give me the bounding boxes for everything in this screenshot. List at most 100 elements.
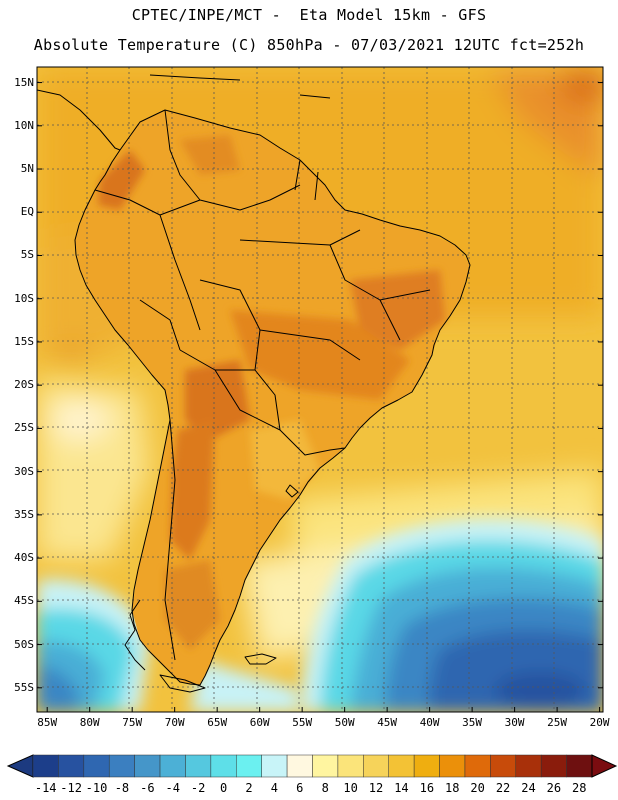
border-brazil-uruguay (279, 429, 346, 456)
border-colombia-peru (94, 189, 201, 216)
pacific-cream-spot (50, 400, 110, 440)
colorbar-swatch (540, 754, 567, 778)
colorbar-swatch (413, 754, 440, 778)
colorbar-label: -12 (60, 781, 82, 795)
lon-label: 25W (547, 716, 568, 729)
tierra-del-fuego (159, 674, 206, 693)
lat-label: 30S (14, 464, 34, 478)
lon-label: 60W (249, 716, 270, 729)
colorbar-swatch (286, 754, 313, 778)
brazil-state-lines (239, 229, 431, 361)
colorbar-label: 20 (470, 781, 485, 795)
lat-label: 25S (14, 421, 34, 435)
colorbar-swatch (236, 754, 262, 778)
colorbar-swatch (134, 754, 161, 778)
colorbar-swatch (515, 754, 542, 778)
colorbar-label: -4 (165, 781, 180, 795)
north-atlantic-hot-core (560, 67, 603, 103)
falklands-island (244, 653, 277, 665)
colorbar-under-arrow (6, 754, 34, 778)
lon-label: 75W (122, 716, 143, 729)
lon-label: 30W (504, 716, 525, 729)
lat-label: 20S (14, 378, 34, 392)
border-colombia-venezuela (164, 109, 201, 201)
colorbar-label: 26 (546, 781, 562, 795)
colorbar-label: 14 (394, 781, 409, 795)
colorbar-label: 6 (296, 781, 304, 795)
lat-label: 40S (14, 551, 34, 565)
lat-label: 5N (20, 162, 34, 176)
colorbar-swatch (261, 754, 288, 778)
lat-label: 35S (14, 507, 34, 521)
colorbar-label: 28 (572, 781, 587, 795)
lat-label: 15S (14, 334, 34, 348)
colorbar-swatch (159, 754, 186, 778)
colorbar-label: -8 (114, 781, 130, 795)
colorbar-label: 22 (495, 781, 511, 795)
colorbar-swatch (388, 754, 415, 778)
border-peru-brazil (159, 214, 201, 331)
colorbar-swatch (312, 754, 339, 778)
border-peru-bolivia (139, 299, 181, 351)
colorbar-swatch (337, 754, 364, 778)
lagoa-dos-patos (285, 484, 299, 498)
pampas-yellow (250, 420, 320, 500)
patagonia-warm (165, 560, 220, 650)
colorbar-label: 12 (368, 781, 384, 795)
lon-label: 35W (462, 716, 483, 729)
lon-label: 55W (292, 716, 313, 729)
map-subtitle: Absolute Temperature (C) 850hPa - 07/03/… (33, 36, 585, 54)
lon-label: 80W (79, 716, 100, 729)
colorbar-swatch (490, 754, 517, 778)
colorbar-swatch (58, 754, 85, 778)
border-argentina-paraguay (214, 369, 281, 431)
border-bolivia-brazil (199, 279, 261, 371)
map-title: CPTEC/INPE/MCT - Eta Model 15km - GFS (131, 6, 487, 24)
border-venezuela-brazil (199, 184, 301, 211)
lat-label: 55S (14, 680, 34, 694)
colorbar-swatch (210, 754, 237, 778)
colorbar-swatch (439, 754, 466, 778)
colorbar-swatch (566, 754, 593, 778)
south-america-coastline (74, 109, 471, 686)
lon-label: 20W (589, 716, 610, 729)
lon-label: 85W (37, 716, 58, 729)
colorbar-label: -10 (85, 781, 108, 795)
pacific-warm-spot (60, 344, 84, 360)
lat-label: 15N (14, 75, 34, 89)
lat-label: EQ (20, 205, 34, 219)
colorbar-label: -2 (190, 781, 206, 795)
colorbar-label: 8 (321, 781, 329, 795)
colorbar (6, 754, 618, 778)
drake-cold-deep (37, 665, 80, 712)
northeast-brazil-hot (350, 270, 445, 350)
colorbar-label: -14 (34, 781, 57, 795)
border-guianas (294, 159, 319, 201)
colorbar-label: 2 (245, 781, 253, 795)
lon-label: 65W (207, 716, 228, 729)
lat-label: 10N (14, 118, 34, 132)
patagonia-cold-tongue (190, 660, 300, 712)
lon-label: 50W (334, 716, 355, 729)
colorbar-swatch (363, 754, 389, 778)
lon-label: 45W (377, 716, 398, 729)
chile-fjord-coast (124, 599, 146, 671)
chaco-hot (185, 360, 250, 440)
caribbean-islands (149, 74, 331, 99)
border-paraguay-brazil (254, 369, 281, 431)
colorbar-swatch (185, 754, 212, 778)
map-frame (36, 66, 604, 713)
lat-label: 45S (14, 594, 34, 608)
colorbar-swatch (32, 754, 59, 778)
central-america-coast (37, 89, 121, 151)
colorbar-swatch (108, 754, 135, 778)
colorbar-label: 4 (270, 781, 278, 795)
colorbar-label: 24 (521, 781, 536, 795)
lat-label: 10S (14, 291, 34, 305)
andes-north-hot (98, 150, 145, 210)
colorbar-label: 16 (419, 781, 435, 795)
colorbar-label: 0 (219, 781, 228, 795)
cold-airmass-deep-core (495, 672, 585, 708)
lat-label: 50S (14, 637, 34, 651)
